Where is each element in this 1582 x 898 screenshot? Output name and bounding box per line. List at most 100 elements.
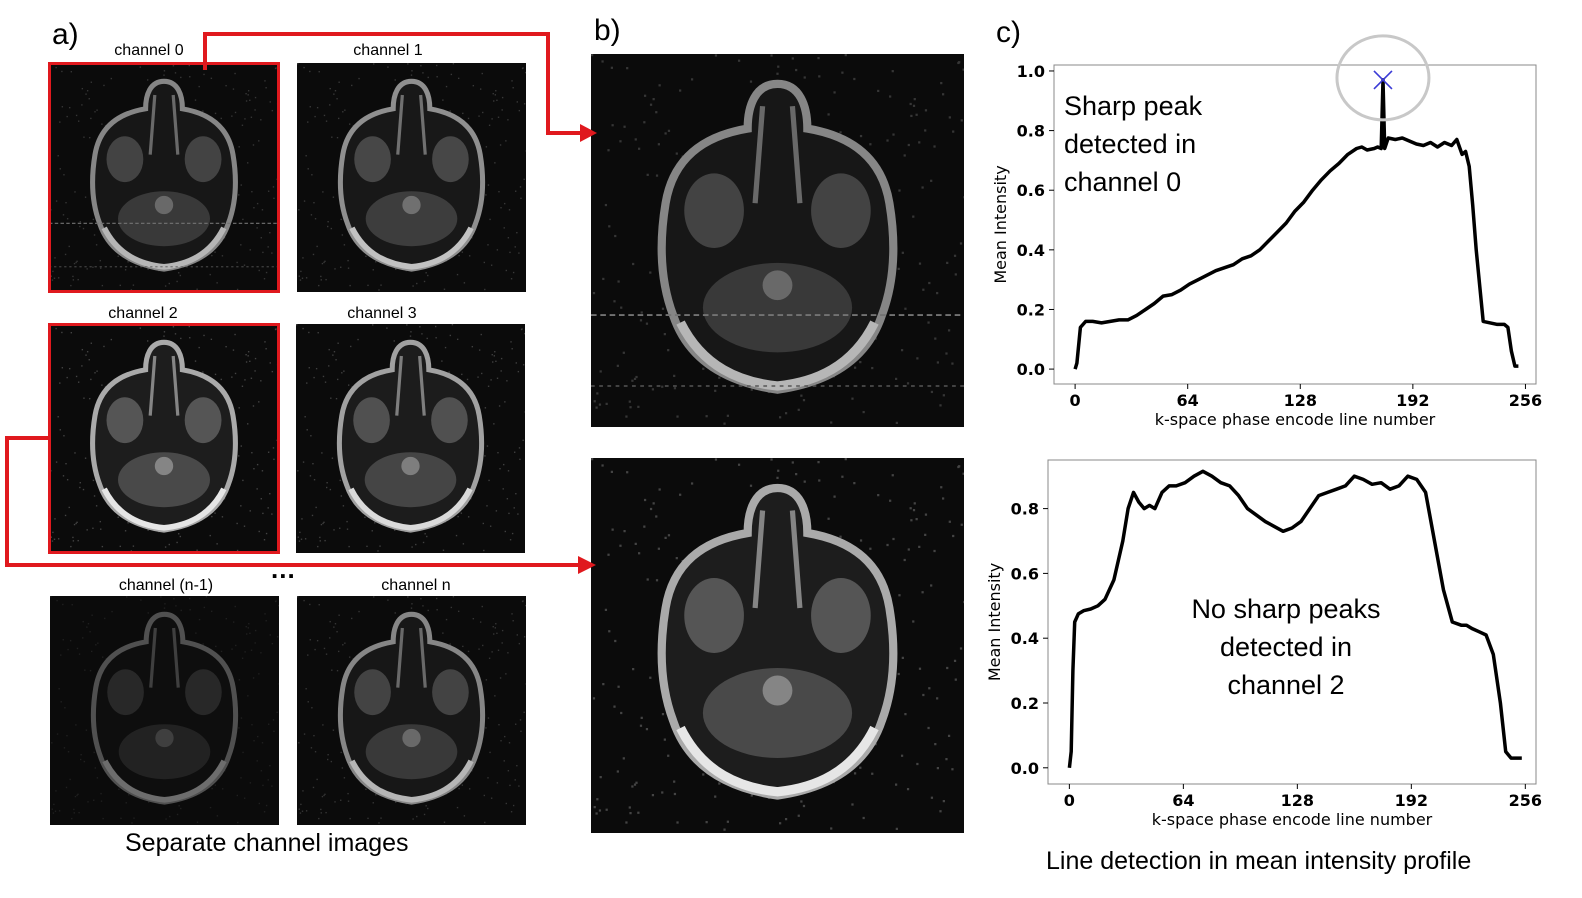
- left-cheek: [106, 136, 144, 183]
- chart-channel-0: 0 64 128 192 256 0.0 0.2 0.4 0.6 0.8 1.0 k-space ph…: [986, 34, 1546, 440]
- arrow-channel-0-to-b: [203, 32, 586, 135]
- plot-frame: [1053, 64, 1537, 385]
- cerebellum: [702, 668, 853, 758]
- intensity-profile-line: [1067, 469, 1522, 768]
- arrowhead-channel-0: [580, 124, 597, 142]
- ellipsis: ...: [271, 554, 296, 584]
- scalp-rim: [349, 226, 474, 270]
- scalp-rim: [348, 487, 473, 531]
- x-tick-label: 64: [1177, 391, 1199, 410]
- x-axis-label: k-space phase encode line number: [1155, 410, 1436, 429]
- channel-2-image: [49, 324, 279, 553]
- nasal-structure: [396, 94, 427, 155]
- chart-svg: 0 64 128 192 256 0.0 0.2 0.4 0.6 0.8 k-space phase…: [985, 459, 1542, 829]
- right-cheek: [432, 669, 469, 716]
- channel-0-enlarged-image: [591, 54, 964, 427]
- nasal-structure: [148, 355, 180, 416]
- left-cheek: [107, 669, 144, 716]
- y-tick-label: 0.0: [1017, 360, 1045, 379]
- annotation-line: detected in: [1220, 632, 1352, 662]
- annotation-line: channel 0: [1064, 167, 1181, 197]
- x-tick-label: 0: [1070, 391, 1081, 410]
- y-tick-label: 0.8: [1011, 500, 1039, 519]
- cerebellum: [702, 262, 853, 353]
- channel-2-enlarged-image: [591, 458, 964, 833]
- brainstem: [154, 456, 174, 476]
- left-cheek: [354, 669, 391, 716]
- right-cheek: [185, 669, 222, 716]
- right-cheek: [432, 136, 469, 183]
- channel-3-label: channel 3: [347, 305, 417, 322]
- brainstem: [762, 270, 793, 301]
- left-cheek: [684, 578, 744, 653]
- right-cheek: [811, 578, 871, 653]
- channel-n-label: channel n: [381, 577, 451, 594]
- channel-1-image: [297, 63, 526, 292]
- scalp-rim: [101, 487, 227, 531]
- arrowhead-channel-2: [578, 556, 596, 574]
- annotation-line: channel 2: [1227, 670, 1344, 700]
- scalp-rim: [676, 725, 879, 797]
- right-cheek: [184, 397, 222, 444]
- x-tick-label: 64: [1172, 791, 1194, 810]
- annotation-line: detected in: [1064, 129, 1196, 159]
- y-tick-label: 0.6: [1011, 564, 1039, 583]
- brainstem: [402, 195, 421, 215]
- channel-1-label: channel 1: [353, 42, 423, 59]
- y-axis-label: Mean Intensity: [985, 563, 1004, 681]
- arrow-channel-2-to-b: [5, 436, 582, 567]
- right-cheek: [431, 397, 468, 444]
- chart-channel-2: 0 64 128 192 256 0.0 0.2 0.4 0.6 0.8 k-space phase…: [980, 450, 1546, 840]
- y-tick-label: 0.4: [1011, 629, 1039, 648]
- scalp-rim: [101, 226, 227, 270]
- channel-3-image: [296, 324, 525, 553]
- channel-2-label: channel 2: [108, 305, 178, 322]
- mri-scan-graphic: [591, 54, 964, 425]
- mri-scan-graphic: [296, 324, 525, 552]
- brainstem: [402, 728, 421, 748]
- peak-marker: [1373, 70, 1393, 90]
- mri-scan-graphic: [297, 63, 526, 291]
- scalp-rim: [676, 320, 879, 391]
- scalp-rim: [102, 759, 227, 803]
- annotation-line: Sharp peak: [1064, 91, 1203, 121]
- nasal-structure: [148, 94, 180, 155]
- x-tick-label: 0: [1064, 791, 1075, 810]
- mri-scan-graphic: [297, 596, 526, 824]
- y-tick-label: 0.2: [1017, 300, 1045, 319]
- nasal-structure: [395, 355, 426, 416]
- y-tick-label: 0.4: [1017, 241, 1045, 260]
- x-tick-label: 192: [1395, 791, 1428, 810]
- y-axis-label: Mean Intensity: [991, 165, 1010, 283]
- y-tick-label: 0.8: [1017, 122, 1045, 141]
- cerebellum: [118, 724, 211, 780]
- y-tick-label: 0.6: [1017, 181, 1045, 200]
- left-cheek: [684, 173, 744, 248]
- brainstem: [401, 456, 420, 476]
- channel-n-minus-1-image: [50, 596, 279, 825]
- brainstem: [155, 728, 174, 748]
- channel-n-image: [297, 596, 526, 825]
- x-tick-label: 128: [1284, 391, 1317, 410]
- panel-c-caption: Line detection in mean intensity profile: [1046, 847, 1472, 875]
- panel-b-letter: b): [594, 14, 621, 47]
- intensity-profile-line: [1073, 78, 1519, 370]
- panel-a-letter: a): [52, 18, 79, 51]
- chart-svg: 0 64 128 192 256 0.0 0.2 0.4 0.6 0.8 1.0 k-space ph…: [991, 34, 1542, 429]
- channel-0-label: channel 0: [114, 42, 184, 59]
- nasal-structure: [752, 510, 803, 609]
- mri-scan-graphic: [591, 458, 964, 831]
- cerebellum: [365, 724, 458, 780]
- right-cheek: [811, 173, 871, 248]
- x-tick-label: 256: [1509, 791, 1542, 810]
- panel-a-caption: Separate channel images: [125, 829, 409, 857]
- cerebellum: [365, 191, 458, 247]
- x-axis-label: k-space phase encode line number: [1152, 810, 1433, 829]
- nasal-structure: [149, 627, 180, 688]
- brainstem: [154, 195, 174, 215]
- x-tick-label: 256: [1509, 391, 1542, 410]
- left-cheek: [106, 397, 144, 444]
- right-cheek: [184, 136, 222, 183]
- y-tick-label: 0.2: [1011, 694, 1039, 713]
